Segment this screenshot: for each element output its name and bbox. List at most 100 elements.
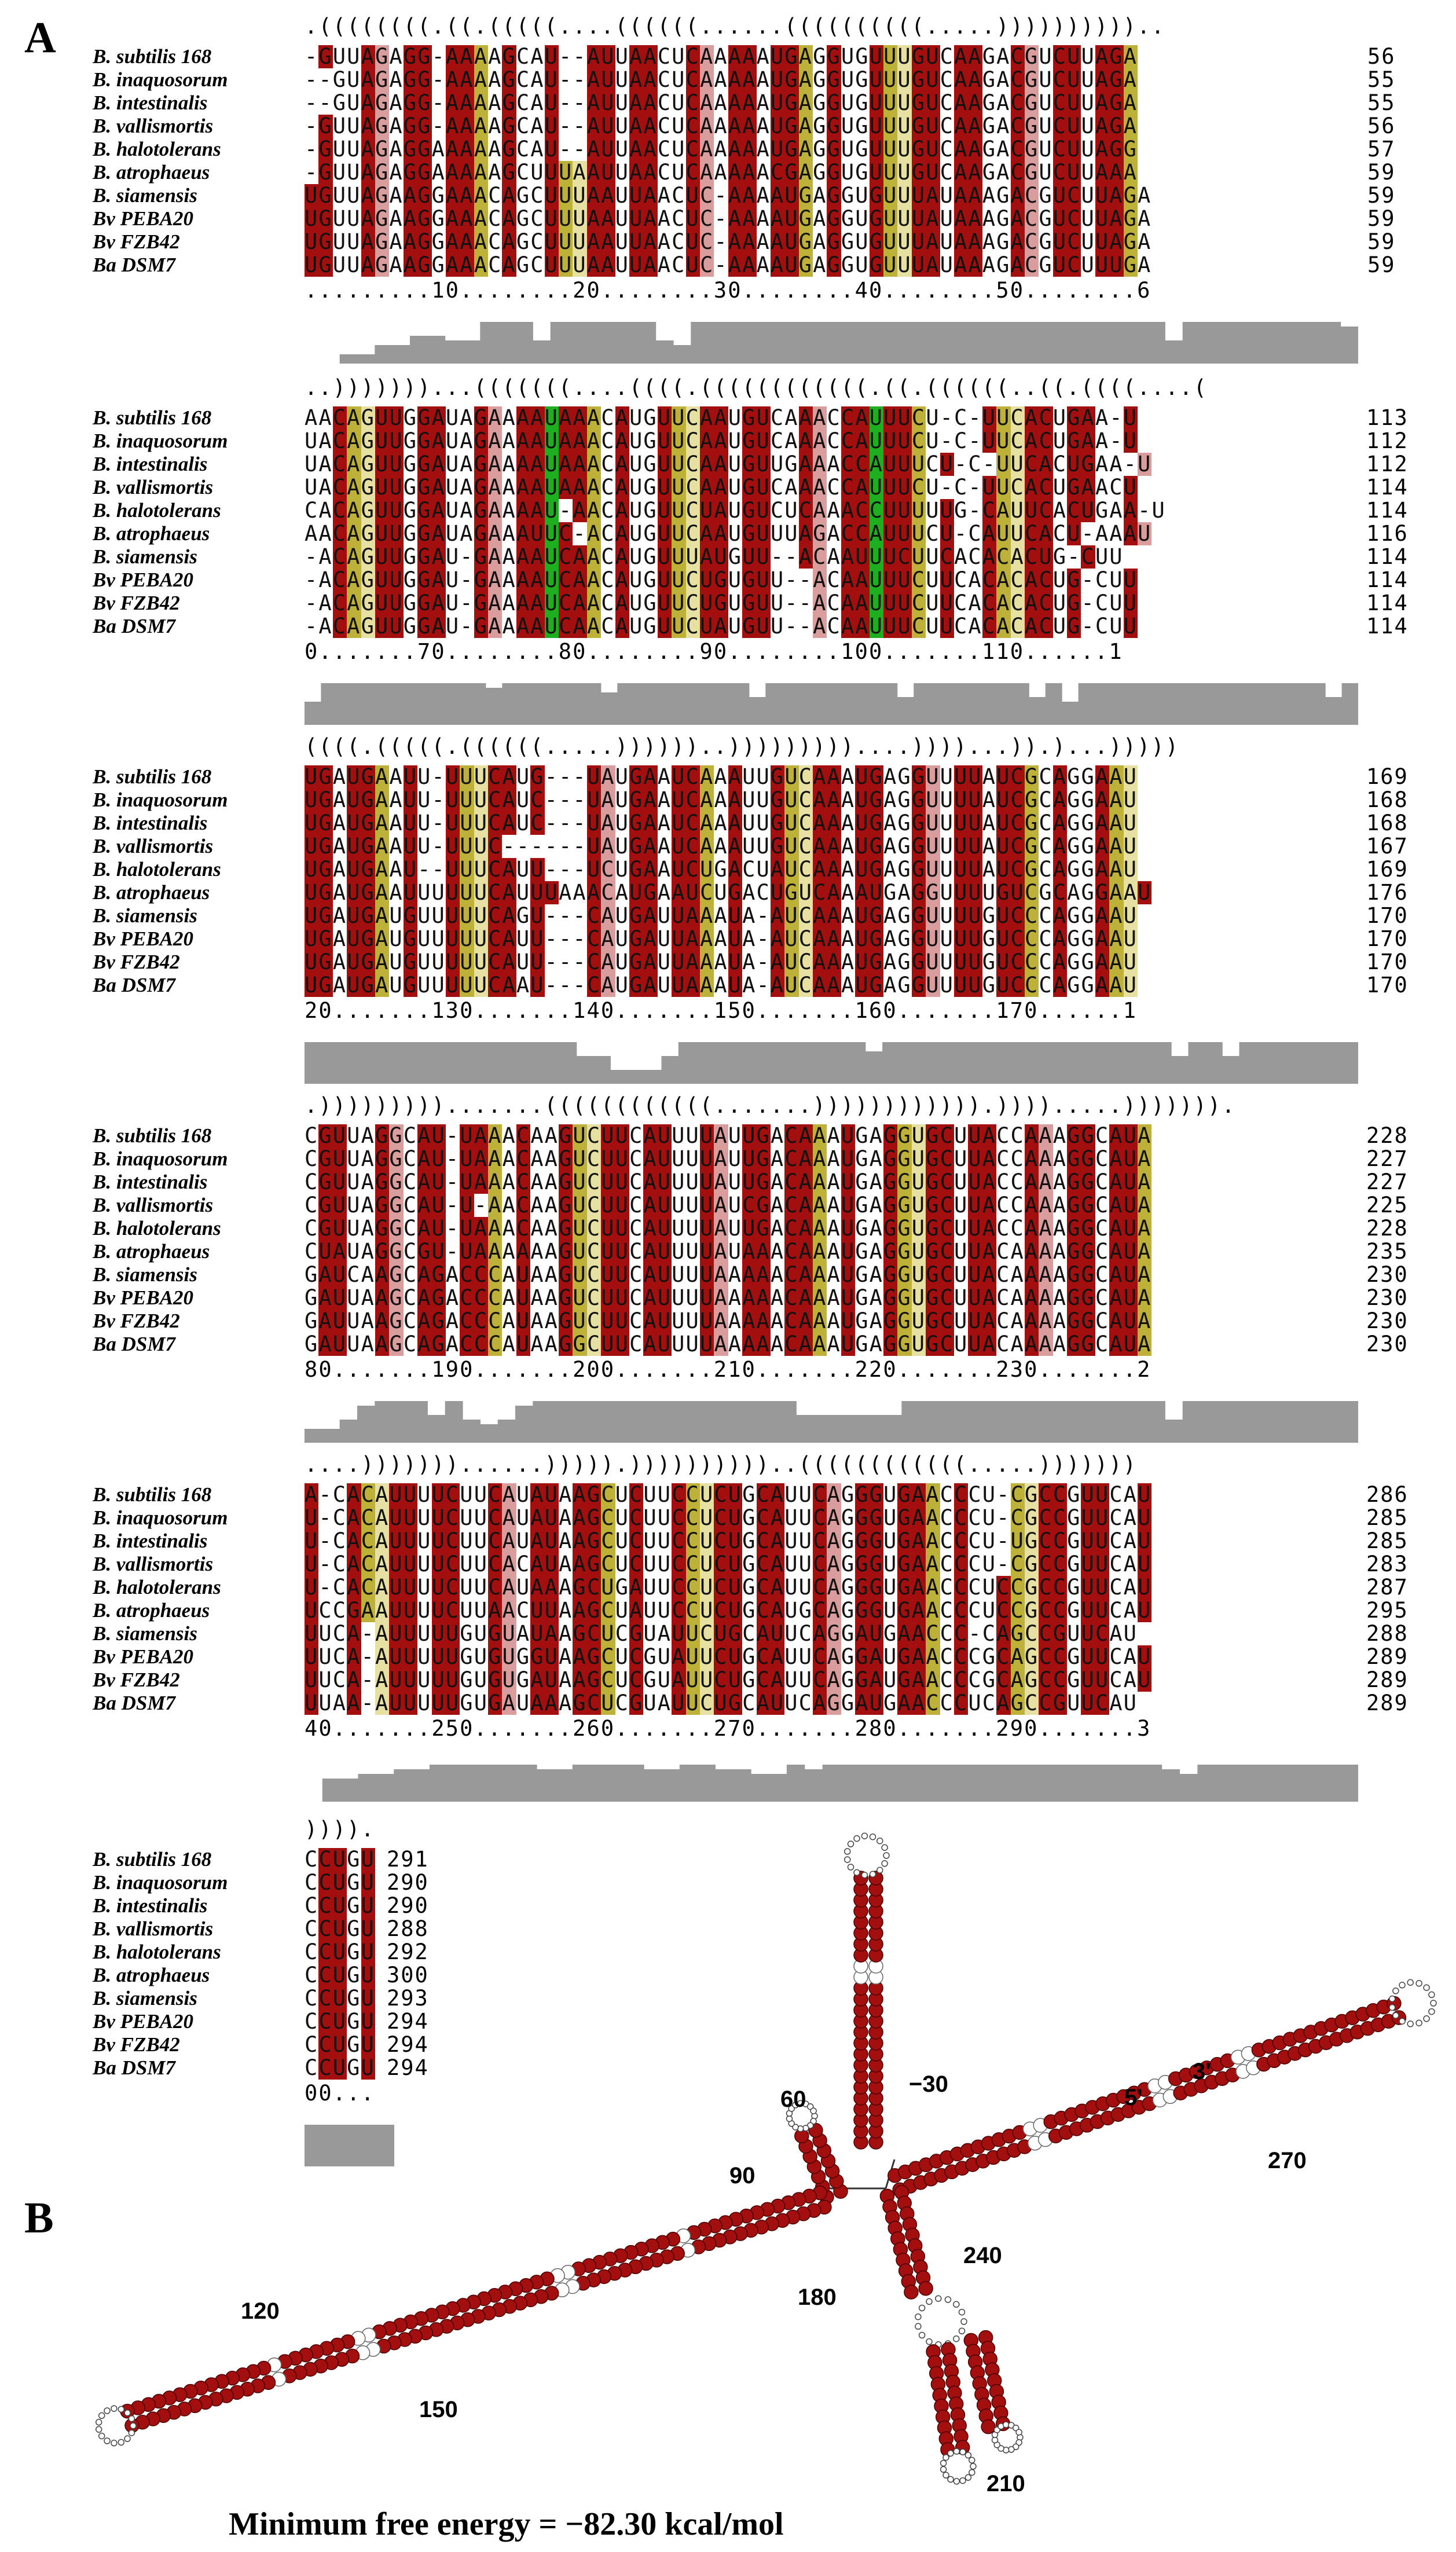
conservation-bar xyxy=(1259,683,1277,725)
loop-nucleotide xyxy=(883,1852,890,1859)
conservation-bar xyxy=(608,1765,626,1802)
sequence: -GUUAGAGG-AAAAGCAU--AUUAACUCAAAAAUGAGGUG… xyxy=(305,44,1138,69)
conservation-bar xyxy=(447,1765,466,1802)
loop-nucleotide xyxy=(1423,2015,1430,2022)
conservation-bar xyxy=(866,322,885,364)
conservation-bar xyxy=(989,322,1007,364)
loop-nucleotide xyxy=(104,2407,111,2414)
conservation-bar xyxy=(965,1765,984,1802)
conservation-bar xyxy=(497,1420,516,1443)
conservation-bar xyxy=(1069,1042,1087,1084)
alignment-row: B. intestinalis CCUGU 290 xyxy=(0,1894,1456,1917)
species-name: B. inaquosorum xyxy=(93,1147,228,1170)
alignment-row: B. intestinalis UGAUGAAUU-UUUCAUC---UAUGA… xyxy=(0,812,1456,835)
loop-nucleotide xyxy=(118,2406,125,2413)
conservation-bar xyxy=(600,692,618,725)
conservation-bar xyxy=(305,702,321,725)
alignment-row: Bv PEBA20 CCUGU 294 xyxy=(0,2010,1456,2033)
conservation-bar xyxy=(576,1056,594,1084)
conservation-bar xyxy=(515,322,533,364)
conservation-bar xyxy=(884,322,902,364)
conservation-bar xyxy=(465,1765,483,1802)
position-ruler: 0.......70........80........90........10… xyxy=(305,639,1123,664)
sequence: UUCA-AUUUUUGUGUAUAAGCUCGUAUUCUGCAUUCAGGA… xyxy=(305,1621,1138,1646)
alignment-row: B. inaquosorum U-CACAUUUUCUUCAUAUAAGCUCUU… xyxy=(0,1506,1456,1530)
conservation-bar xyxy=(933,1042,951,1084)
conservation-bar xyxy=(865,1051,883,1084)
conservation-bar xyxy=(1340,1401,1358,1443)
conservation-bar xyxy=(732,683,750,725)
residue-count: 169 xyxy=(1366,764,1409,789)
alignment-row: B. subtilis 168 CCUGU 291 xyxy=(0,1848,1456,1871)
residue-count: 56 xyxy=(1367,113,1396,138)
loop-nucleotide xyxy=(1428,1991,1435,1999)
sequence: UACAGUUGGAUAGAAAAUAAACAUGUUCAAUGUUGAAACC… xyxy=(305,452,1152,476)
sequence: CCUGU xyxy=(305,1916,375,1941)
conservation-bar xyxy=(1323,1401,1341,1443)
conservation-bar xyxy=(848,683,865,725)
conservation-bar xyxy=(1323,322,1341,364)
alignment-row: B. halotolerans UGAUGAAU--UUUCAUU---UCUGA… xyxy=(0,858,1456,881)
species-name: Bv FZB42 xyxy=(93,230,180,253)
residue-count: 114 xyxy=(1366,591,1409,615)
conservation-bar xyxy=(445,340,463,364)
conservation-bar xyxy=(1217,1401,1236,1443)
conservation-bar xyxy=(1268,1765,1288,1802)
conservation-bar xyxy=(1120,1042,1138,1084)
conservation-bar xyxy=(554,1769,573,1802)
loop-nucleotide xyxy=(915,2313,922,2320)
residue-count: 290 xyxy=(387,1893,429,1918)
conservation-bar xyxy=(746,1042,764,1084)
sequence: CGUUAGGCAU-UAAACAAGUCUUCAUUUUAUUGACAAAUG… xyxy=(305,1146,1152,1171)
conservation-bar xyxy=(1210,683,1227,725)
sequence: UACAGUUGGAUAGAAAAUAAACAUGUUCAAUGUCAAACCA… xyxy=(305,475,1138,500)
loop-nucleotide xyxy=(124,2409,131,2417)
alignment-row: Bv FZB42 GAUUAAGCAGACCCAUAAGUCUUCAUUUUAAA… xyxy=(0,1310,1456,1333)
conservation-bar xyxy=(491,1042,509,1084)
sequence: CGUUAGGCAU-UAAACAAGUCUUCAUUUUAUUGACAAAUG… xyxy=(305,1216,1152,1241)
conservation-bar xyxy=(533,1401,551,1443)
conservation-bar xyxy=(1018,1042,1036,1084)
sequence: CCUGU xyxy=(305,2032,375,2057)
conservation-bar xyxy=(947,683,964,725)
conservation-bar xyxy=(1090,1765,1109,1802)
species-name: Bv FZB42 xyxy=(93,2033,180,2056)
loop-nucleotide xyxy=(964,2474,972,2481)
position-ruler: 20.......130.......140.......150.......1… xyxy=(305,998,1138,1023)
conservation-bar xyxy=(584,683,602,725)
conservation-bar xyxy=(1154,1042,1172,1084)
conservation-bar xyxy=(1024,1401,1043,1443)
sequence: CCUGU xyxy=(305,1939,375,1964)
sequence: -ACAGUUGGAU-GAAAAUCAACAUGUUUAUGUU--ACAAU… xyxy=(305,544,1124,569)
conservation-bar xyxy=(305,1429,322,1443)
conservation-bar xyxy=(971,1401,990,1443)
alignment-row: B. inaquosorum CGUUAGGCAU-UAAACAAGUCUUCAU… xyxy=(0,1147,1456,1171)
residue-count: 227 xyxy=(1366,1169,1409,1194)
sequence: U-CACAUUUUCUUCAUAAAGCUGAUUCCUCUGCAUUCAGG… xyxy=(305,1575,1152,1600)
loop-nucleotide xyxy=(969,2469,975,2476)
loop-nucleotide xyxy=(95,2426,102,2433)
conservation-bar xyxy=(899,1042,917,1084)
residue-count: 168 xyxy=(1366,811,1409,835)
loop-nucleotide xyxy=(1407,1979,1414,1986)
conservation-bar xyxy=(358,1774,376,1802)
species-name: B. siamensis xyxy=(93,1263,197,1286)
residue-count: 170 xyxy=(1366,926,1409,951)
sequence: CCUGU xyxy=(305,2009,375,2034)
loop-nucleotide xyxy=(1392,2012,1399,2019)
alignment-row: B. subtilis 168 A-CACAUUUUCUUCAUAUAAGCUCU… xyxy=(0,1483,1456,1506)
species-name: B. atrophaeus xyxy=(93,1964,210,1986)
conservation-bar xyxy=(1275,683,1293,725)
sequence: U-CACAUUUUCUUCAUAUAAGCUCUUCCUCUGCAUUCAGG… xyxy=(305,1505,1152,1530)
sequence: CCUGU xyxy=(305,1963,375,1988)
alignment-row: B. halotolerans U-CACAUUUUCUUCAUAAAGCUGAU… xyxy=(0,1576,1456,1599)
conservation-bar xyxy=(798,683,816,725)
conservation-bar xyxy=(1077,1401,1095,1443)
sequence: U-CACAUUUUCUUCAUAUAAGCUCUUCCUCUGCAUUCAGG… xyxy=(305,1528,1152,1553)
conservation-bar xyxy=(1193,683,1211,725)
conservation-bar xyxy=(559,1042,577,1084)
sequence: -GUUAGAGGAAAAAGCUUUAAUUAACUCAAAAACGAGGUG… xyxy=(305,160,1138,185)
conservation-bar xyxy=(372,1042,390,1084)
sequence: UUCA-AUUUUUGUGUGAUAAGCUCGUAUUCUGCAUUCAGG… xyxy=(305,1667,1152,1692)
species-name: Ba DSM7 xyxy=(93,1692,175,1714)
